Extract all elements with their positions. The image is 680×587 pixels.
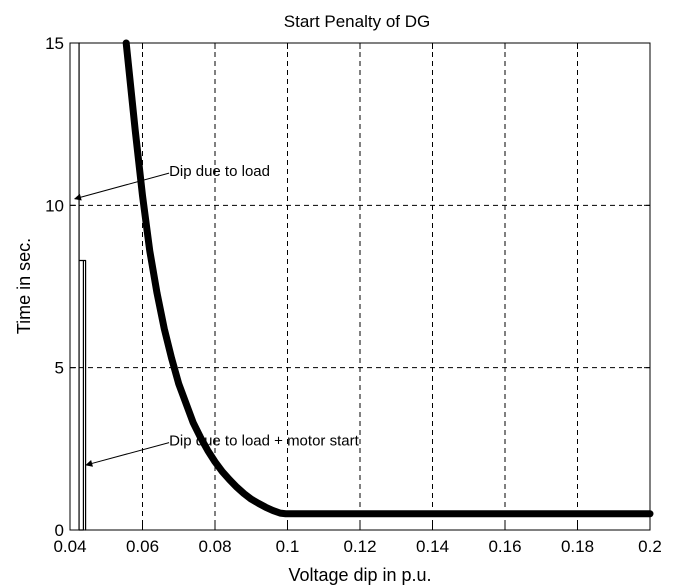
x-tick-label: 0.18 [561, 537, 594, 556]
y-tick-label: 5 [55, 359, 64, 378]
series-threshold-step-line [78, 42, 87, 531]
grid-lines [70, 43, 650, 530]
axis-ticks: 0.04 0.06 0.08 0.1 0.12 0.14 0.16 0.18 0.2 0 5 10 15 [45, 34, 662, 556]
y-tick-label: 0 [55, 521, 64, 540]
annotation-arrow-1 [85, 442, 170, 467]
annotation-text: Dip due to load [169, 163, 270, 180]
x-tick-label: 0.2 [638, 537, 662, 556]
x-tick-label: 0.14 [416, 537, 449, 556]
y-axis-label: Time in sec. [14, 238, 34, 334]
x-tick-label: 0.04 [53, 537, 86, 556]
x-axis-label: Voltage dip in p.u. [288, 565, 431, 585]
x-tick-label: 0.06 [126, 537, 159, 556]
y-tick-label: 15 [45, 34, 64, 53]
x-tick-label: 0.08 [198, 537, 231, 556]
chart-title: Start Penalty of DG [284, 12, 430, 31]
x-tick-label: 0.1 [276, 537, 300, 556]
series-penalty-curve-line [122, 39, 654, 518]
annotation-arrow-0 [74, 172, 170, 201]
x-tick-label: 0.12 [343, 537, 376, 556]
annotations: Dip due to load Dip due to load + motor s… [74, 163, 360, 467]
annotation-text: Dip due to load + motor start [169, 433, 360, 450]
y-tick-label: 10 [45, 196, 64, 215]
x-tick-label: 0.16 [488, 537, 521, 556]
series-layer [78, 39, 654, 531]
